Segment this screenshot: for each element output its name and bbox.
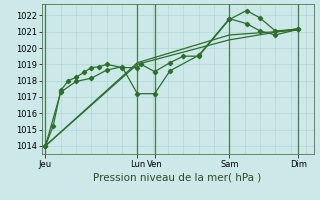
X-axis label: Pression niveau de la mer( hPa ): Pression niveau de la mer( hPa ): [93, 173, 262, 183]
